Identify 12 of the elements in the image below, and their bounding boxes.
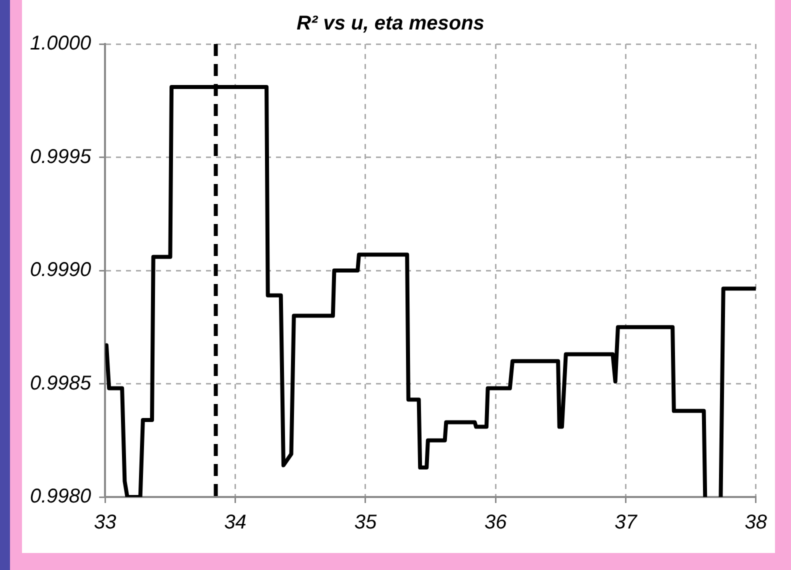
x-tick-label: 33 <box>94 512 116 534</box>
y-tick-label: 0.9985 <box>30 372 92 394</box>
y-tick-label: 1.0000 <box>30 32 92 55</box>
x-tick-label: 37 <box>614 512 638 534</box>
x-tick-label: 34 <box>224 512 246 534</box>
y-tick-label: 0.9990 <box>30 259 92 282</box>
x-tick-label: 35 <box>354 512 378 534</box>
chart-title: R² vs u, eta mesons <box>296 12 484 35</box>
y-tick-label: 0.9980 <box>30 486 92 508</box>
x-tick-label: 36 <box>484 512 508 534</box>
y-tick-label: 0.9995 <box>30 146 92 168</box>
x-tick-label: 38 <box>744 512 767 534</box>
